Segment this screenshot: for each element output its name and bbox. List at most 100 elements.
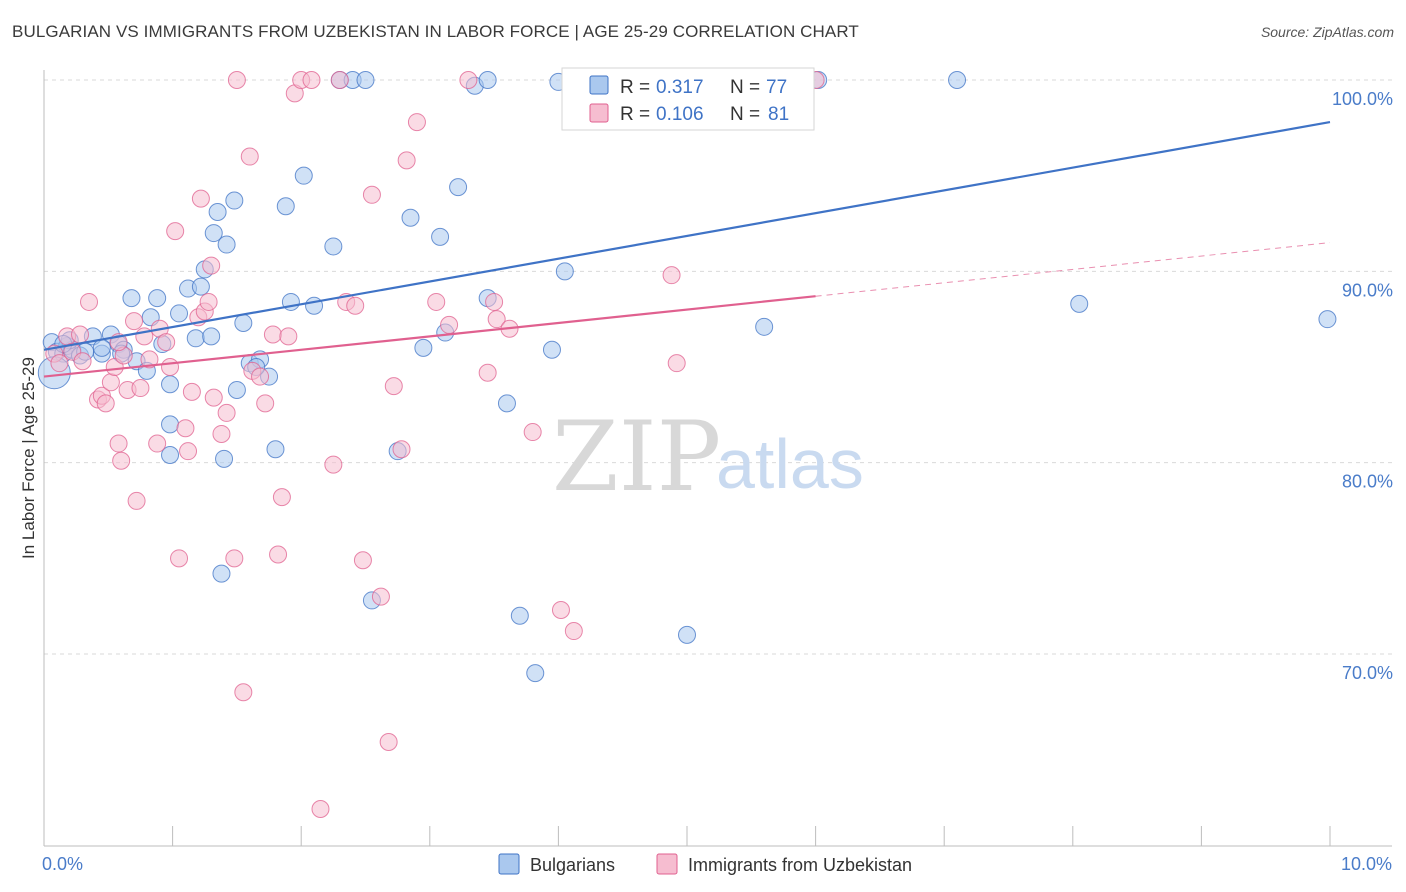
bulgarian-point xyxy=(755,317,774,336)
uzbekistan-point xyxy=(96,394,115,413)
bulgarian-point xyxy=(510,606,529,625)
source-label: Source: ZipAtlas.com xyxy=(1260,24,1394,40)
uzbekistan-point xyxy=(324,455,343,474)
bulgarian-point xyxy=(449,178,468,197)
bulgarian-point xyxy=(122,289,141,308)
uzbekistan-point xyxy=(179,442,198,461)
bulgarian-point xyxy=(324,237,343,256)
uzbekistan-point xyxy=(384,377,403,396)
uzbekistan-point xyxy=(392,440,411,459)
uzbekistan-point xyxy=(148,434,167,453)
bulgarian-point xyxy=(1318,310,1337,329)
uzbekistan-point xyxy=(485,292,504,311)
uzbekistan-point xyxy=(240,147,259,166)
uzbekistan-point xyxy=(199,292,218,311)
bulgarian-point xyxy=(234,313,253,332)
uzbekistan-point xyxy=(217,403,236,422)
uzbekistan-point xyxy=(371,587,390,606)
uzbekistan-point xyxy=(667,354,686,373)
uzbekistan-point xyxy=(204,388,223,407)
uzbekistan-point xyxy=(487,310,506,329)
legend-r-value-bulgarians: 0.317 xyxy=(656,77,704,98)
bulgarian-point xyxy=(526,664,545,683)
uzbekistan-point xyxy=(272,488,291,507)
uzbekistan-point xyxy=(161,358,180,376)
uzbekistan-point xyxy=(564,622,583,641)
uzbekistan-point xyxy=(191,189,210,208)
uzbekistan-point xyxy=(127,491,146,510)
y-tick-label: 70.0% xyxy=(1342,663,1393,683)
uzbekistan-point xyxy=(269,545,288,564)
legend-n-value-uzbekistan: 81 xyxy=(768,104,789,125)
watermark-zip: ZIP xyxy=(552,401,721,513)
uzbekistan-point xyxy=(80,292,99,311)
watermark: ZIP atlas xyxy=(552,401,864,513)
uzbekistan-point xyxy=(50,354,69,373)
legend-r-label-1: R = xyxy=(620,77,650,98)
bulgarian-point xyxy=(202,327,221,346)
watermark-atlas: atlas xyxy=(716,425,864,503)
uzbekistan-point xyxy=(140,350,159,369)
bulgarian-point xyxy=(431,227,450,246)
bulgarian-point xyxy=(266,440,285,459)
uzbekistan-point xyxy=(131,379,150,398)
bulgarian-point xyxy=(225,191,244,210)
uzbekistan-point xyxy=(459,71,478,89)
bulgarian-point xyxy=(217,235,236,254)
uzbekistan-point xyxy=(353,551,372,570)
uzbekistan-point xyxy=(523,423,542,442)
bottom-legend-swatch-uzbekistan xyxy=(656,853,678,875)
x-tick-label: 10.0% xyxy=(1341,854,1392,874)
stats-legend: R = 0.317 N = 77 R = 0.106 N = 81 xyxy=(561,67,815,131)
series-legend: Bulgarians Immigrants from Uzbekistan xyxy=(498,853,912,875)
uzbekistan-point xyxy=(182,382,201,401)
uzbekistan-point xyxy=(256,394,275,413)
bulgarian-point xyxy=(276,197,295,216)
uzbekistan-point xyxy=(225,549,244,568)
uzbekistan-trendline xyxy=(43,295,816,378)
uzbekistan-point xyxy=(551,600,570,619)
bulgarian-point xyxy=(414,338,433,357)
bulgarian-point xyxy=(555,262,574,281)
uzbekistan-point xyxy=(212,424,231,443)
bulgarian-point xyxy=(227,380,246,399)
bulgarian-point xyxy=(678,625,696,644)
uzbekistan-point xyxy=(176,419,195,438)
trend-layer xyxy=(43,121,1331,378)
bulgarian-point xyxy=(356,71,375,89)
uzbekistan-point xyxy=(362,185,381,204)
bulgarian-point xyxy=(161,375,180,394)
bulgarian-point xyxy=(186,329,205,348)
uzbekistan-point xyxy=(227,71,246,89)
y-tick-label: 80.0% xyxy=(1342,472,1393,492)
uzbekistan-point xyxy=(302,71,321,89)
uzbekistan-point xyxy=(101,373,120,392)
points-layer xyxy=(37,71,1337,818)
bulgarian-point xyxy=(497,394,516,413)
legend-n-label-2: N = xyxy=(730,104,760,125)
bulgarian-point xyxy=(148,289,167,308)
bulgarian-point xyxy=(204,224,223,243)
bulgarian-point xyxy=(478,71,497,89)
y-tick-label: 90.0% xyxy=(1342,280,1393,300)
uzbekistan-point xyxy=(109,434,128,453)
bulgarian-point xyxy=(170,304,189,323)
y-axis-label: In Labor Force | Age 25-29 xyxy=(19,357,38,559)
uzbekistan-point xyxy=(170,549,189,568)
chart-title: BULGARIAN VS IMMIGRANTS FROM UZBEKISTAN … xyxy=(12,22,859,41)
uzbekistan-point xyxy=(125,312,144,331)
uzbekistan-point xyxy=(73,352,92,371)
bulgarian-point xyxy=(948,71,967,89)
bulgarians-trendline xyxy=(43,121,1331,351)
uzbekistan-point xyxy=(346,296,365,315)
uzbekistan-point xyxy=(234,683,253,702)
bulgarian-point xyxy=(191,277,210,296)
uzbekistan-point xyxy=(251,367,270,386)
bulgarian-point xyxy=(161,415,180,434)
uzbekistan-point xyxy=(379,733,398,752)
uzbekistan-point xyxy=(263,325,282,344)
axes-layer: 70.0% 80.0% 90.0% 100.0% 0.0% 10.0% xyxy=(42,70,1393,874)
bulgarian-point xyxy=(215,449,234,468)
legend-swatch-bulgarians xyxy=(589,75,609,95)
